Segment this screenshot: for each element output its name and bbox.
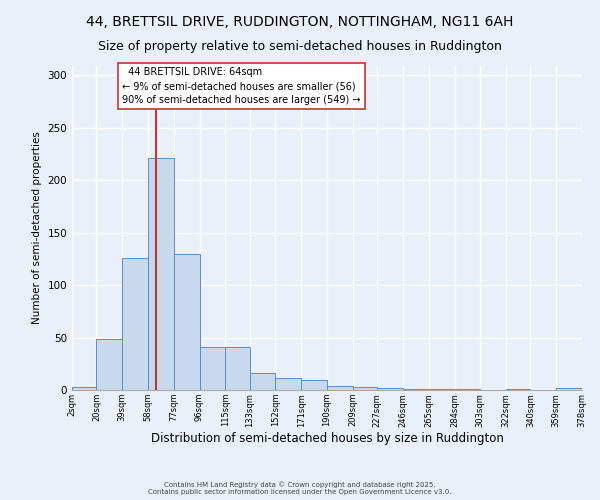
Bar — [250, 373, 275, 390]
Bar — [97, 338, 122, 390]
Bar — [148, 158, 174, 390]
Bar — [506, 389, 530, 390]
Text: 44, BRETTSIL DRIVE, RUDDINGTON, NOTTINGHAM, NG11 6AH: 44, BRETTSIL DRIVE, RUDDINGTON, NOTTINGH… — [86, 15, 514, 29]
Bar — [225, 347, 250, 390]
Text: Size of property relative to semi-detached houses in Ruddington: Size of property relative to semi-detach… — [98, 40, 502, 53]
X-axis label: Distribution of semi-detached houses by size in Ruddington: Distribution of semi-detached houses by … — [151, 432, 503, 446]
Bar — [72, 387, 97, 390]
Bar — [556, 388, 582, 390]
Bar — [353, 387, 377, 390]
Bar — [429, 389, 455, 390]
Bar — [377, 388, 403, 390]
Bar — [455, 389, 480, 390]
Bar — [301, 380, 327, 390]
Bar — [199, 347, 225, 390]
Text: Contains HM Land Registry data © Crown copyright and database right 2025.
Contai: Contains HM Land Registry data © Crown c… — [148, 482, 452, 495]
Bar — [275, 378, 301, 390]
Bar — [174, 254, 199, 390]
Bar — [403, 389, 429, 390]
Bar — [327, 386, 353, 390]
Bar — [122, 258, 148, 390]
Y-axis label: Number of semi-detached properties: Number of semi-detached properties — [32, 131, 42, 324]
Text: 44 BRETTSIL DRIVE: 64sqm
← 9% of semi-detached houses are smaller (56)
90% of se: 44 BRETTSIL DRIVE: 64sqm ← 9% of semi-de… — [122, 67, 361, 105]
